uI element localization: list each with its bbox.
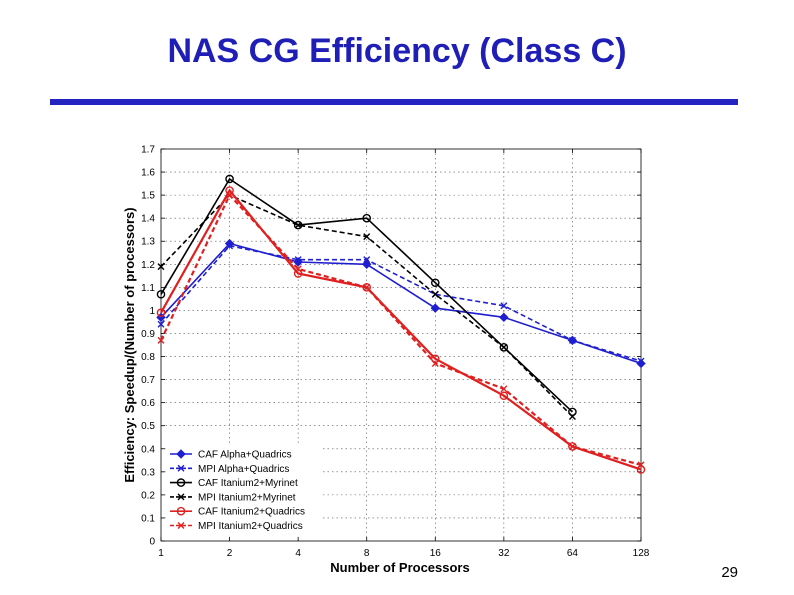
y-tick-label: 0 xyxy=(149,537,155,548)
legend-label: CAF Itanium2+Quadrics xyxy=(198,507,305,518)
data-point xyxy=(636,465,646,474)
data-point xyxy=(568,442,576,450)
y-tick-label: 0.6 xyxy=(141,398,155,409)
data-point xyxy=(430,278,440,288)
y-tick-label: 0.3 xyxy=(141,467,155,478)
slide-title: NAS CG Efficiency (Class C) xyxy=(167,32,627,70)
data-point xyxy=(157,263,165,271)
legend-label: CAF Alpha+Quadrics xyxy=(198,450,292,461)
data-point xyxy=(294,221,302,229)
legend-label: MPI Alpha+Quadrics xyxy=(198,464,289,475)
data-point xyxy=(500,343,508,351)
y-tick-label: 0.4 xyxy=(141,444,155,455)
series-line xyxy=(160,193,642,466)
data-point xyxy=(568,412,576,420)
y-tick-label: 1.1 xyxy=(141,283,155,294)
x-tick-label: 8 xyxy=(364,548,370,559)
title-rule xyxy=(50,99,738,105)
data-point xyxy=(225,174,234,184)
series-mpi-alpha-quadrics xyxy=(157,242,645,365)
y-tick-label: 1.2 xyxy=(141,260,155,271)
data-point xyxy=(636,358,646,369)
series-caf-alpha-quadrics xyxy=(156,238,646,369)
data-point xyxy=(294,256,302,264)
data-point xyxy=(226,242,234,250)
series-line xyxy=(160,244,642,362)
axis-layer: 0 0.1 0.2 0.3 0.4 0.5 0.6 0.7 0.8 0.9 1 1.1 1.2 1.3 1.… xyxy=(141,145,650,560)
data-point xyxy=(637,461,645,469)
data-point xyxy=(499,391,509,401)
series-line xyxy=(160,188,642,471)
data-point xyxy=(363,233,371,241)
data-point xyxy=(430,303,440,313)
grid-layer xyxy=(161,149,641,541)
data-point xyxy=(500,385,508,393)
y-tick-label: 1.4 xyxy=(141,214,155,225)
data-point xyxy=(363,283,371,291)
x-tick-label: 128 xyxy=(633,548,650,559)
data-point xyxy=(157,320,165,328)
y-tick-label: 1.5 xyxy=(141,191,155,202)
data-point xyxy=(293,269,303,278)
x-tick-label: 64 xyxy=(567,548,579,559)
data-point xyxy=(431,359,439,367)
legend-label: MPI Itanium2+Myrinet xyxy=(198,492,296,503)
legend: CAF Alpha+Quadrics MPI Alpha+Quadrics CAF … xyxy=(166,445,322,537)
legend-swatch-marker xyxy=(177,464,185,472)
y-tick-label: 1 xyxy=(149,306,155,317)
y-tick-label: 0.5 xyxy=(141,421,155,432)
y-tick-label: 1.3 xyxy=(141,237,155,248)
series-line xyxy=(160,242,642,365)
slide-number: 29 xyxy=(721,564,738,581)
y-tick-label: 1.7 xyxy=(141,145,155,156)
data-point xyxy=(499,343,509,352)
x-tick-label: 2 xyxy=(227,548,233,559)
series-mpi-itanium2-quadrics xyxy=(157,191,645,469)
data-point xyxy=(431,290,439,298)
legend-swatch-marker xyxy=(176,478,186,487)
legend-box xyxy=(166,445,322,537)
data-point xyxy=(293,257,303,267)
series-layer xyxy=(156,174,646,474)
data-point xyxy=(157,336,165,344)
x-axis-label: Number of Processors xyxy=(330,560,469,575)
legend-label: CAF Itanium2+Myrinet xyxy=(198,478,298,489)
y-tick-label: 1.6 xyxy=(141,168,155,179)
y-tick-label: 0.7 xyxy=(141,375,155,386)
data-point xyxy=(156,289,166,299)
legend-swatch-marker xyxy=(177,493,185,501)
legend-swatch-marker xyxy=(176,506,186,516)
x-tick-label: 4 xyxy=(295,548,301,559)
data-point xyxy=(637,357,645,365)
y-axis-label: Efficiency: Speedup/(Number of processor… xyxy=(122,207,137,482)
y-tick-label: 0.8 xyxy=(141,352,155,363)
legend-label: MPI Itanium2+Quadrics xyxy=(198,521,303,532)
legend-swatch-marker xyxy=(176,449,186,459)
data-point xyxy=(568,336,576,344)
y-tick-label: 0.2 xyxy=(141,490,155,501)
plot-frame xyxy=(160,148,642,542)
data-point xyxy=(226,191,234,199)
data-point xyxy=(499,312,509,323)
legend-swatch-marker xyxy=(177,522,185,529)
data-point xyxy=(500,302,508,310)
data-point xyxy=(363,256,371,264)
data-point xyxy=(294,265,302,273)
x-tick-label: 1 xyxy=(158,548,164,559)
x-tick-label: 16 xyxy=(430,548,442,559)
x-tick-label: 32 xyxy=(498,548,510,559)
data-point xyxy=(362,213,372,223)
series-caf-itanium2-quadrics xyxy=(156,186,646,474)
data-point xyxy=(156,308,166,318)
y-tick-label: 0.9 xyxy=(141,329,155,340)
y-tick-label: 0.1 xyxy=(141,513,155,524)
